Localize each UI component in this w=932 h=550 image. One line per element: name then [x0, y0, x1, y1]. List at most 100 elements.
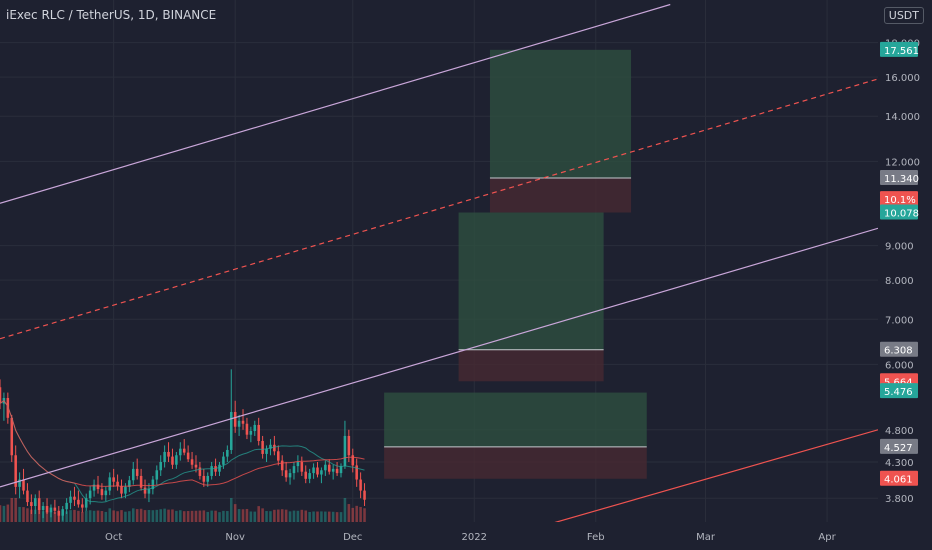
candle-body — [288, 473, 292, 478]
long-position-3 — [489, 49, 632, 213]
plot-area — [0, 0, 878, 522]
y-tick-label: 12.000 — [885, 157, 920, 168]
volume-bar — [143, 510, 147, 522]
volume-bar — [241, 509, 245, 522]
candle-body — [84, 498, 88, 508]
candle-body — [61, 509, 64, 516]
volume-bar — [327, 511, 331, 522]
price-label: 17.561 — [880, 41, 919, 57]
y-tick-label: 8.000 — [885, 276, 914, 287]
currency-unit-button[interactable]: USDT — [883, 7, 924, 24]
volume-bar — [2, 505, 6, 522]
volume-bar — [100, 511, 104, 522]
candle-body — [26, 490, 29, 503]
candle-body — [284, 470, 288, 478]
volume-bar — [84, 510, 88, 522]
volume-bar — [65, 511, 68, 522]
candle-body — [245, 423, 249, 435]
volume-bar — [245, 508, 249, 522]
volume-bar — [131, 508, 135, 522]
volume-bar — [18, 506, 21, 522]
price-label-text: 10.078 — [884, 209, 919, 220]
candle-body — [226, 449, 229, 457]
x-tick-label: Dec — [343, 532, 362, 543]
volume-bar — [10, 498, 14, 522]
candle-body — [359, 479, 362, 491]
candle-body — [179, 448, 182, 456]
volume-bar — [179, 510, 182, 522]
volume-bar — [81, 512, 84, 522]
volume-bar — [339, 512, 343, 522]
volume-bar — [269, 511, 272, 522]
volume-bar — [320, 511, 323, 522]
volume-bar — [0, 505, 2, 522]
volume-bar — [175, 510, 178, 522]
price-label: 4.527 — [880, 438, 918, 454]
candle-body — [116, 481, 119, 487]
candle-body — [171, 456, 174, 465]
candle-body — [135, 468, 139, 476]
candle-body — [10, 417, 14, 456]
candle-body — [96, 484, 100, 490]
volume-bar — [280, 509, 284, 522]
candle-body — [45, 506, 49, 513]
candle-body — [324, 464, 327, 471]
candle-body — [34, 498, 37, 507]
candle-body — [335, 468, 339, 474]
candle-body — [175, 455, 178, 465]
volume-bar — [347, 504, 351, 522]
volume-bar — [308, 512, 311, 522]
candle-body — [65, 502, 68, 510]
position-loss-zone — [458, 349, 604, 382]
volume-bar — [120, 510, 123, 522]
volume-bar — [73, 509, 76, 522]
x-tick-label: Oct — [105, 532, 122, 543]
price-label: 11.340 — [880, 169, 919, 185]
candle-body — [120, 486, 123, 494]
candle-body — [128, 480, 131, 487]
volume-bar — [116, 511, 119, 522]
position-loss-zone — [489, 177, 632, 213]
candle-body — [257, 424, 260, 441]
volume-bar — [124, 511, 127, 522]
trend-line-4 — [554, 429, 878, 522]
volume-bar — [288, 511, 292, 522]
moving-average-long — [0, 399, 365, 487]
volume-bar — [155, 509, 159, 522]
position-profit-zone — [489, 49, 632, 178]
volume-bar — [163, 508, 166, 522]
chart-title: iExec RLC / TetherUS, 1D, BINANCE — [6, 8, 217, 22]
candle-body — [167, 451, 170, 457]
candle-body — [296, 461, 300, 467]
price-label-box — [880, 341, 918, 357]
candle-body — [22, 479, 25, 491]
candle-body — [237, 420, 241, 427]
x-tick-label: 2022 — [462, 532, 487, 543]
candle-body — [151, 479, 155, 490]
volume-bar — [88, 510, 92, 522]
y-tick-label: 4.300 — [885, 458, 914, 469]
candle-body — [316, 467, 319, 475]
price-label-text: 10.1% — [884, 195, 916, 206]
volume-bar — [351, 507, 355, 522]
candle-body — [222, 456, 225, 465]
candle-body — [210, 466, 213, 476]
volume-bar — [128, 511, 131, 522]
price-label: 4.061 — [880, 470, 918, 486]
candle-body — [81, 504, 84, 508]
volume-bar — [198, 510, 202, 522]
y-tick-label: 3.800 — [885, 494, 914, 505]
candle-body — [124, 486, 127, 494]
candle-body — [292, 466, 296, 474]
candle-body — [69, 496, 72, 503]
volume-bar — [304, 510, 308, 522]
candle-body — [92, 484, 96, 491]
volume-bar — [363, 508, 366, 522]
volume-bar — [186, 511, 190, 522]
price-label-box — [880, 470, 918, 486]
candle-body — [249, 430, 253, 435]
volume-bar — [249, 511, 253, 522]
y-tick-label: 16.000 — [885, 73, 920, 84]
